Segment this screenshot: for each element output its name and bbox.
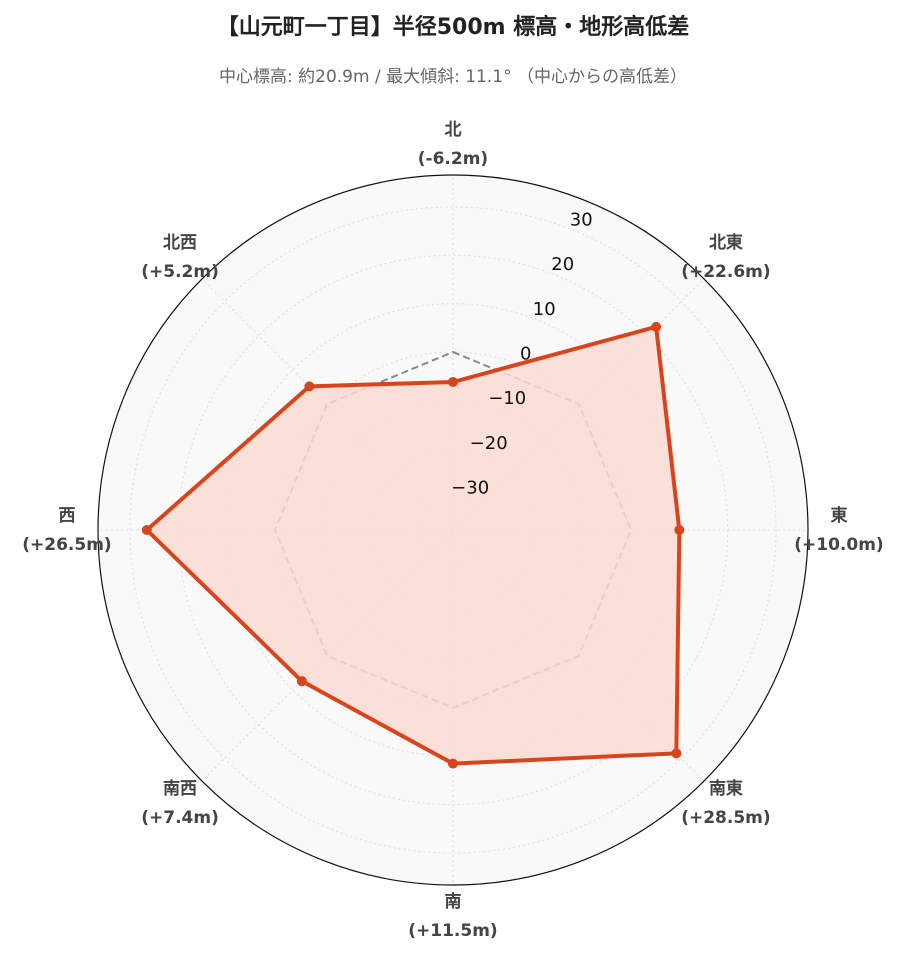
spoke [201,278,454,531]
category-label: 北東 [709,232,743,253]
r-tick-label: −20 [470,433,508,454]
category-label: 南 [445,891,462,912]
grid-circle [129,206,777,854]
value-label: (-6.2m) [418,149,488,169]
chart-subtitle: 中心標高: 約20.9m / 最大傾斜: 11.1° （中心からの高低差） [219,67,687,87]
category-label: 西 [59,506,76,526]
spoke [201,529,454,782]
r-tick-label: 20 [551,254,574,275]
data-point [304,381,315,392]
r-tick-label: 30 [570,209,593,230]
value-label: (+22.6m) [681,262,770,282]
data-point [296,676,307,687]
category-label: 南西 [163,778,197,799]
data-point [651,321,662,332]
category-label: 南東 [709,778,743,799]
data-point [674,525,685,535]
r-tick-label: 0 [520,343,531,364]
value-label: (+5.2m) [141,262,219,282]
spoke [452,278,705,531]
value-label: (+26.5m) [22,535,111,555]
chart-title: 【山元町一丁目】半径500m 標高・地形高低差 [217,14,690,40]
category-label: 北 [445,120,462,140]
value-label: (+10.0m) [794,535,883,555]
data-point [448,377,458,388]
grid-circle [177,254,729,806]
r-tick-label: 10 [533,299,556,320]
r-tick-label: −30 [451,478,489,499]
value-label: (+28.5m) [681,808,770,828]
data-point [448,758,458,769]
category-label: 北西 [163,233,197,253]
r-tick-label: −10 [488,388,526,409]
value-label: (+11.5m) [408,921,497,941]
data-point [141,525,152,535]
category-label: 東 [831,505,848,526]
value-label: (+7.4m) [141,808,219,828]
outer-frame [97,174,809,886]
data-point [671,748,682,759]
